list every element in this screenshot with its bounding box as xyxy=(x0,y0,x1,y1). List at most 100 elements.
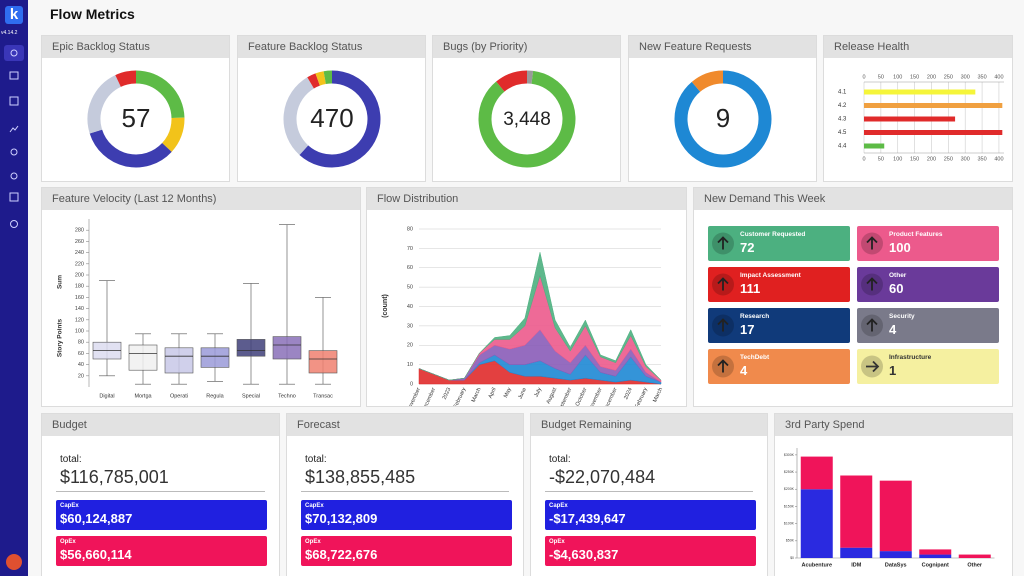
nav-icon[interactable] xyxy=(10,220,18,228)
tile-icon xyxy=(861,273,883,296)
tile-label: Impact Assessment xyxy=(740,272,801,279)
box xyxy=(164,347,194,374)
tile-value: 100 xyxy=(889,240,911,255)
card: 3rd Party Spend $0 $50K $100K $150K $200K $250… xyxy=(774,413,1013,576)
tile-icon xyxy=(861,314,883,337)
card: Forecast total: $138,855,485 CapEx $70,132,8… xyxy=(286,413,524,576)
nav-icon[interactable] xyxy=(10,49,18,57)
arrow xyxy=(866,236,878,250)
chart: 9 xyxy=(674,70,772,168)
amount-box: OpEx -$4,630,837 xyxy=(545,536,756,566)
demand-tile: TechDebt 4 xyxy=(708,349,850,384)
total-amount: $138,855,485 xyxy=(305,467,416,487)
amount-label: CapEx xyxy=(305,503,324,509)
y-tick-label: 20 xyxy=(78,373,84,379)
card: Flow Distribution 0 10 20 30 40 50 60 70 80 (count… xyxy=(366,187,687,407)
donut-segment xyxy=(161,117,185,152)
donut-segment xyxy=(307,73,321,89)
y-tick-label: 0 xyxy=(410,381,413,387)
card-title: Epic Backlog Status xyxy=(42,36,229,58)
donut-segment xyxy=(315,71,326,86)
nav-icon[interactable] xyxy=(9,125,19,133)
tile-icon xyxy=(712,314,734,337)
bar xyxy=(840,475,873,548)
x-tick-label: December xyxy=(603,387,619,407)
chart: 57 xyxy=(87,70,185,168)
bar xyxy=(800,456,833,490)
bar xyxy=(800,489,833,558)
x-tick-label: Techno xyxy=(278,393,296,399)
x-tick-label: 150 xyxy=(910,74,919,80)
y-tick-label: $150K xyxy=(784,504,795,508)
y-axis-label: Story Points xyxy=(57,318,64,357)
y-tick-label: 20 xyxy=(407,343,413,349)
x-tick-label: 300 xyxy=(961,156,970,162)
nav-icon[interactable] xyxy=(9,71,19,80)
y-tick-label: 220 xyxy=(75,261,84,267)
amount-value: $70,132,809 xyxy=(305,511,378,526)
x-tick-label: 200 xyxy=(927,156,936,162)
x-tick-label: DataSys xyxy=(885,562,907,568)
separator xyxy=(301,491,509,492)
bar xyxy=(864,116,956,122)
box xyxy=(272,336,302,360)
box xyxy=(200,347,230,368)
card-title: Budget xyxy=(42,414,279,436)
nav-icon[interactable] xyxy=(10,148,18,156)
card-title: Bugs (by Priority) xyxy=(433,36,620,58)
card: Feature Backlog Status 470 xyxy=(237,35,426,182)
total-label: total: xyxy=(305,454,327,465)
card-title: New Demand This Week xyxy=(694,188,1012,210)
x-tick-label: 150 xyxy=(910,156,919,162)
donut-segment xyxy=(87,75,122,134)
y-tick-label: 70 xyxy=(407,246,413,252)
x-tick-label: October xyxy=(575,387,589,407)
x-tick-label: IDM xyxy=(851,562,862,568)
bar xyxy=(958,554,991,558)
nav-icon[interactable] xyxy=(10,172,18,180)
box xyxy=(308,350,338,374)
y-tick-label: 240 xyxy=(75,250,84,256)
card: Epic Backlog Status 57 xyxy=(41,35,230,182)
x-tick-label: November xyxy=(587,387,603,407)
x-tick-label: April xyxy=(488,387,498,400)
y-tick-label: 50 xyxy=(407,285,413,291)
nav-icon[interactable] xyxy=(9,192,19,202)
x-tick-label: 50 xyxy=(878,74,884,80)
tile-value: 111 xyxy=(740,281,761,296)
card: Release Health 0 0 50 50 100 100 150 150 200 200 25… xyxy=(823,35,1013,182)
card: New Feature Requests 9 xyxy=(628,35,817,182)
donut-segment xyxy=(299,70,381,168)
donut-center: 57 xyxy=(122,103,151,133)
nav-active[interactable] xyxy=(4,45,24,61)
x-tick-label: 2023 xyxy=(442,387,453,401)
y-tick-label: 60 xyxy=(407,265,413,271)
arrow xyxy=(866,318,878,332)
y-tick-label: 4.3 xyxy=(838,117,847,123)
card: Budget total: $116,785,001 CapEx $60,124,887… xyxy=(41,413,280,576)
avatar[interactable] xyxy=(6,554,22,570)
arrow xyxy=(717,359,729,373)
amount-box: CapEx -$17,439,647 xyxy=(545,500,756,530)
donut-segment xyxy=(323,70,333,85)
x-tick-label: February xyxy=(634,387,649,407)
x-tick-label: 400 xyxy=(994,74,1003,80)
logo[interactable]: k xyxy=(5,6,23,24)
tile-label: Customer Requested xyxy=(740,231,806,238)
card-title: Feature Velocity (Last 12 Months) xyxy=(42,188,360,210)
bar xyxy=(919,554,952,558)
amount-value: $56,660,114 xyxy=(60,547,132,562)
box xyxy=(128,344,158,371)
x-tick-label: December xyxy=(421,387,437,407)
demand-tile: Customer Requested 72 xyxy=(708,226,850,261)
donut-segment xyxy=(283,77,315,155)
y-tick-label: $300K xyxy=(784,453,795,457)
amount-box: OpEx $68,722,676 xyxy=(301,536,512,566)
y-tick-label: 180 xyxy=(75,284,84,290)
amount-value: $60,124,887 xyxy=(60,511,133,526)
x-tick-label: Special xyxy=(242,393,260,399)
tile-icon xyxy=(861,232,883,255)
donut-center: 3,448 xyxy=(503,109,551,130)
nav-icon[interactable] xyxy=(9,96,19,106)
card-title: Budget Remaining xyxy=(531,414,767,436)
